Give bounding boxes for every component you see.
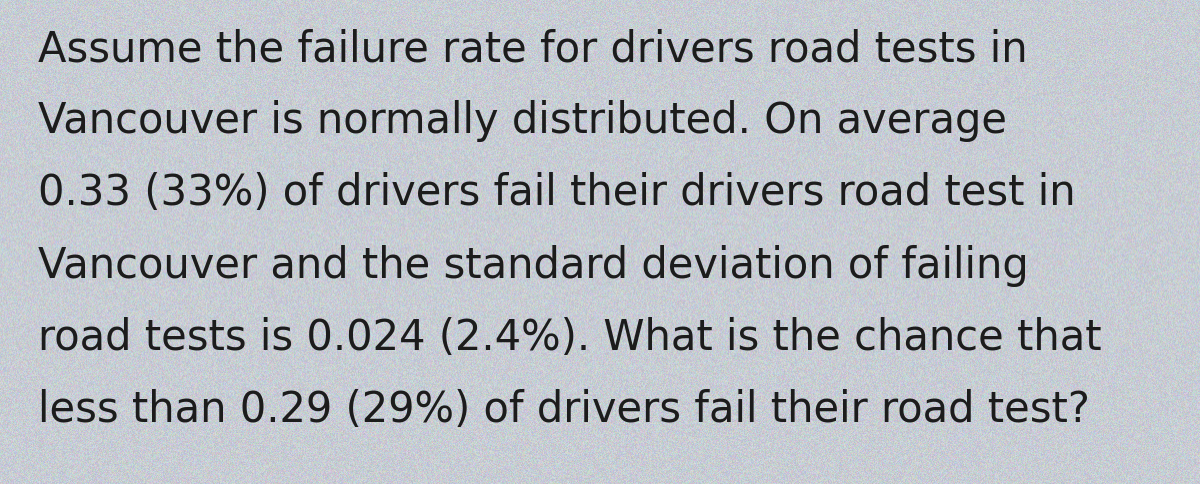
Text: Assume the failure rate for drivers road tests in: Assume the failure rate for drivers road… xyxy=(38,28,1027,70)
Text: road tests is 0.024 (2.4%). What is the chance that: road tests is 0.024 (2.4%). What is the … xyxy=(38,316,1102,358)
Text: less than 0.29 (29%) of drivers fail their road test?: less than 0.29 (29%) of drivers fail the… xyxy=(38,388,1090,430)
Text: 0.33 (33%) of drivers fail their drivers road test in: 0.33 (33%) of drivers fail their drivers… xyxy=(38,172,1075,214)
Text: Vancouver is normally distributed. On average: Vancouver is normally distributed. On av… xyxy=(38,100,1007,142)
Text: Vancouver and the standard deviation of failing: Vancouver and the standard deviation of … xyxy=(38,244,1028,286)
